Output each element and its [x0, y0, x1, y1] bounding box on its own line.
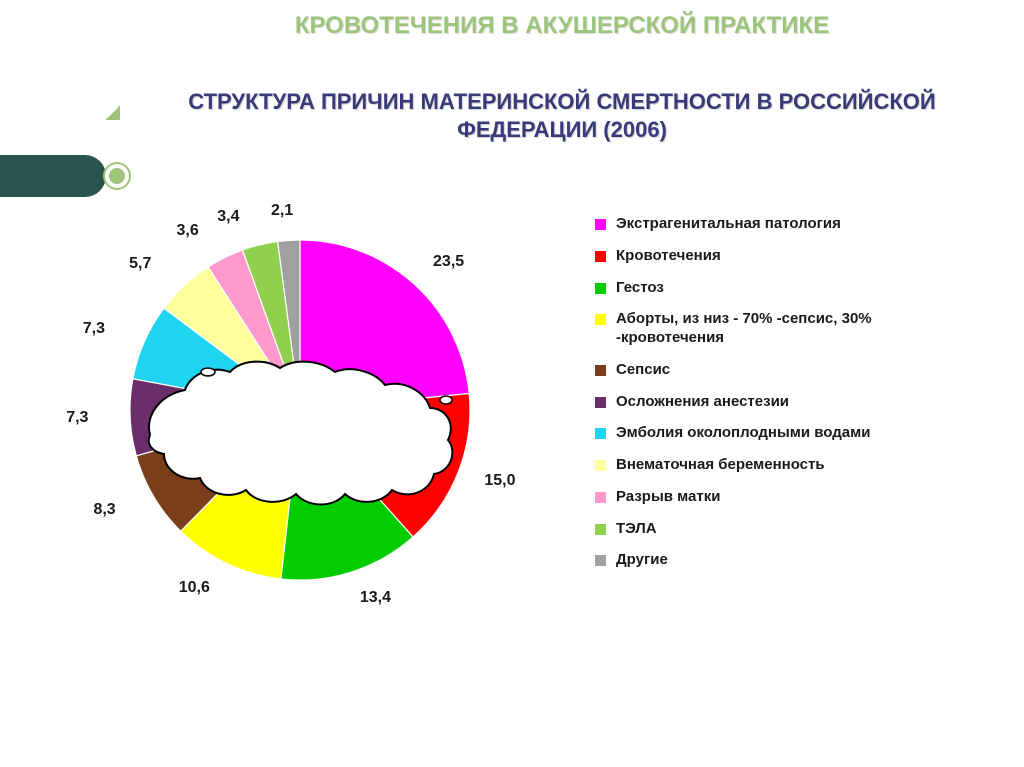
legend-swatch	[595, 428, 606, 439]
legend-item: Эмболия околоплодными водами	[595, 424, 995, 443]
decor-side-bar	[0, 155, 106, 197]
pie-data-label: 3,4	[217, 208, 239, 226]
legend-label: Внематочная беременность	[616, 456, 825, 475]
pie-data-label: 15,0	[484, 472, 515, 490]
legend-label: ТЭЛА	[616, 520, 657, 539]
supertitle: КРОВОТЕЧЕНИЯ В АКУШЕРСКОЙ ПРАКТИКЕ	[140, 12, 984, 41]
legend-swatch	[595, 365, 606, 376]
legend-swatch	[595, 283, 606, 294]
legend-item: Сепсис	[595, 361, 995, 380]
pie-data-label: 8,3	[93, 501, 115, 519]
legend-item: ТЭЛА	[595, 520, 995, 539]
pie-data-label: 3,6	[176, 222, 198, 240]
legend-swatch	[595, 492, 606, 503]
russia-map-island	[440, 396, 452, 404]
legend-label: Гестоз	[616, 279, 664, 298]
legend-item: Осложнения анестезии	[595, 393, 995, 412]
pie-data-label: 7,3	[83, 320, 105, 338]
legend-label: Осложнения анестезии	[616, 393, 789, 412]
pie-data-label: 23,5	[433, 253, 464, 271]
legend: Экстрагенитальная патология Кровотечения Г…	[595, 215, 995, 583]
legend-swatch	[595, 219, 606, 230]
legend-label: Экстрагенитальная патология	[616, 215, 841, 234]
legend-swatch	[595, 524, 606, 535]
legend-item: Внематочная беременность	[595, 456, 995, 475]
pie-data-label: 2,1	[271, 202, 293, 220]
russia-map-island	[201, 368, 215, 376]
legend-item: Аборты, из низ - 70% -сепсис, 30% -крово…	[595, 310, 995, 348]
legend-swatch	[595, 397, 606, 408]
legend-item: Другие	[595, 551, 995, 570]
legend-label: Другие	[616, 551, 668, 570]
legend-label: Разрыв матки	[616, 488, 720, 507]
legend-swatch	[595, 314, 606, 325]
pie-chart: 23,515,013,410,68,37,37,35,73,63,42,1	[90, 200, 510, 620]
decor-bullet	[105, 164, 129, 188]
legend-item: Разрыв матки	[595, 488, 995, 507]
legend-label: Аборты, из низ - 70% -сепсис, 30% -крово…	[616, 310, 936, 348]
legend-swatch	[595, 460, 606, 471]
pie-data-label: 10,6	[179, 579, 210, 597]
pie-data-label: 7,3	[66, 409, 88, 427]
legend-label: Сепсис	[616, 361, 670, 380]
legend-label: Эмболия околоплодными водами	[616, 424, 870, 443]
legend-item: Экстрагенитальная патология	[595, 215, 995, 234]
legend-label: Кровотечения	[616, 247, 721, 266]
pie-data-label: 5,7	[129, 255, 151, 273]
page-title: СТРУКТУРА ПРИЧИН МАТЕРИНСКОЙ СМЕРТНОСТИ …	[140, 88, 984, 143]
legend-swatch	[595, 251, 606, 262]
decor-corner-arc	[0, 0, 120, 120]
legend-swatch	[595, 555, 606, 566]
legend-item: Гестоз	[595, 279, 995, 298]
legend-item: Кровотечения	[595, 247, 995, 266]
pie-data-label: 13,4	[360, 589, 391, 607]
